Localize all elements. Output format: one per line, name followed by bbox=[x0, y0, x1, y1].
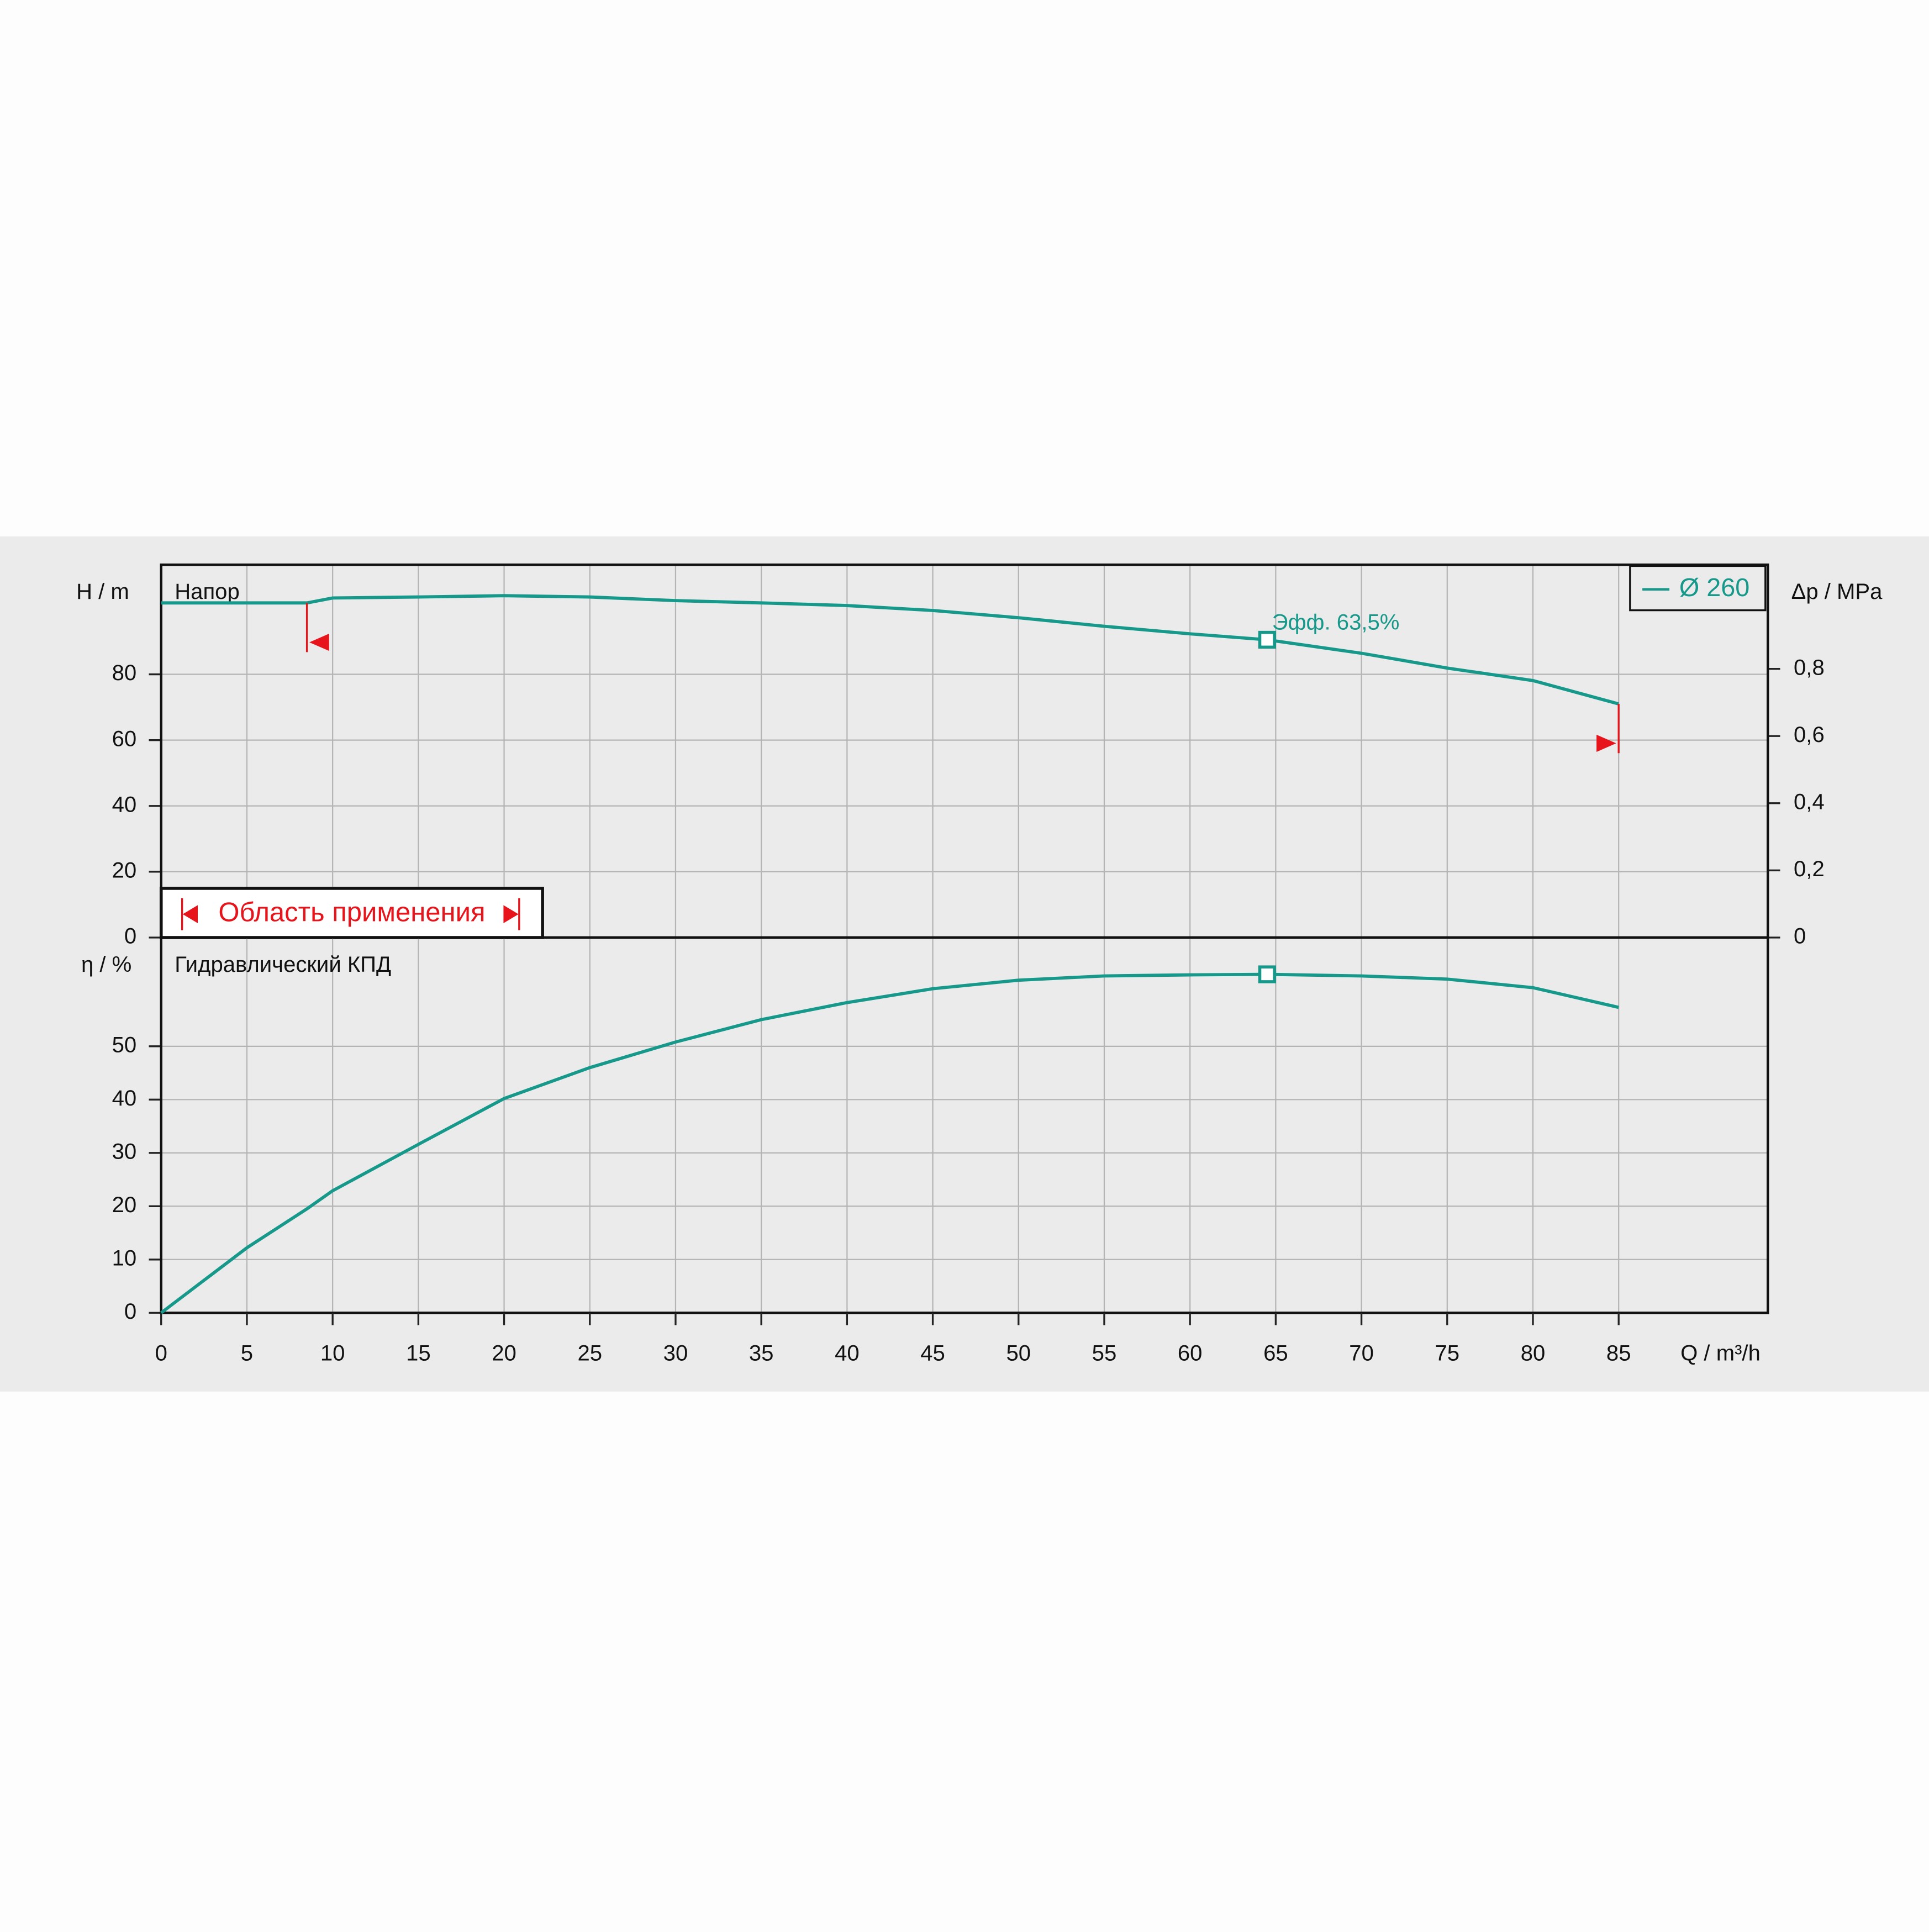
y-tick-label: 0 bbox=[124, 1299, 136, 1324]
panel-title: Напор bbox=[175, 580, 240, 604]
range-marker bbox=[309, 633, 329, 651]
x-axis-label: Q / m³/h bbox=[1680, 1341, 1761, 1366]
x-tick-label: 30 bbox=[663, 1341, 688, 1366]
y-tick-label: 10 bbox=[112, 1246, 137, 1270]
x-tick-label: 45 bbox=[920, 1341, 945, 1366]
y-axis-label: η / % bbox=[81, 952, 131, 977]
x-tick-label: 10 bbox=[320, 1341, 345, 1366]
y-tick-label: 50 bbox=[112, 1033, 137, 1057]
y-axis-label: H / m bbox=[76, 580, 129, 604]
range-box bbox=[159, 887, 544, 939]
x-tick-label: 40 bbox=[835, 1341, 860, 1366]
x-tick-label: 20 bbox=[492, 1341, 516, 1366]
operating-point-label: Эфф. 63,5% bbox=[1272, 610, 1400, 635]
chart-background bbox=[0, 536, 1929, 1392]
y-tick-label: 30 bbox=[112, 1139, 137, 1164]
y-tick-label: 0 bbox=[124, 924, 136, 949]
x-tick-label: 85 bbox=[1606, 1341, 1631, 1366]
y-tick-label: 20 bbox=[112, 858, 137, 882]
y-tick-label: 40 bbox=[112, 792, 137, 817]
x-tick-label: 25 bbox=[577, 1341, 602, 1366]
y2-tick-label: 0,4 bbox=[1794, 789, 1825, 814]
y-tick-label: 60 bbox=[112, 727, 137, 751]
y2-tick-label: 0 bbox=[1794, 924, 1806, 949]
x-tick-label: 35 bbox=[749, 1341, 774, 1366]
x-tick-label: 55 bbox=[1092, 1341, 1117, 1366]
x-tick-label: 15 bbox=[406, 1341, 431, 1366]
y-tick-label: 80 bbox=[112, 661, 137, 685]
x-tick-label: 60 bbox=[1178, 1341, 1203, 1366]
y2-tick-label: 0,6 bbox=[1794, 723, 1825, 747]
x-tick-label: 80 bbox=[1521, 1341, 1546, 1366]
operating-point bbox=[1258, 965, 1277, 983]
y2-tick-label: 0,8 bbox=[1794, 655, 1825, 680]
x-tick-label: 5 bbox=[241, 1341, 253, 1366]
x-tick-label: 65 bbox=[1263, 1341, 1288, 1366]
range-marker bbox=[1596, 734, 1616, 752]
range-box-arrows bbox=[181, 898, 520, 930]
operating-point bbox=[1258, 630, 1277, 649]
y-tick-label: 40 bbox=[112, 1086, 137, 1110]
x-tick-label: 75 bbox=[1435, 1341, 1459, 1366]
y-tick-label: 20 bbox=[112, 1193, 137, 1217]
panel-title: Гидравлический КПД bbox=[175, 952, 391, 977]
plot-frame bbox=[160, 936, 1769, 1314]
curve bbox=[161, 594, 1619, 706]
x-tick-label: 70 bbox=[1349, 1341, 1374, 1366]
x-tick-label: 50 bbox=[1006, 1341, 1031, 1366]
curve bbox=[160, 972, 1619, 1314]
range-label: Область применения bbox=[218, 898, 485, 928]
y2-axis-label: Δp / MPa bbox=[1791, 580, 1883, 604]
x-tick-label: 0 bbox=[155, 1341, 167, 1366]
y2-tick-label: 0,2 bbox=[1794, 857, 1825, 881]
legend-label: Ø 260 bbox=[1679, 573, 1749, 602]
